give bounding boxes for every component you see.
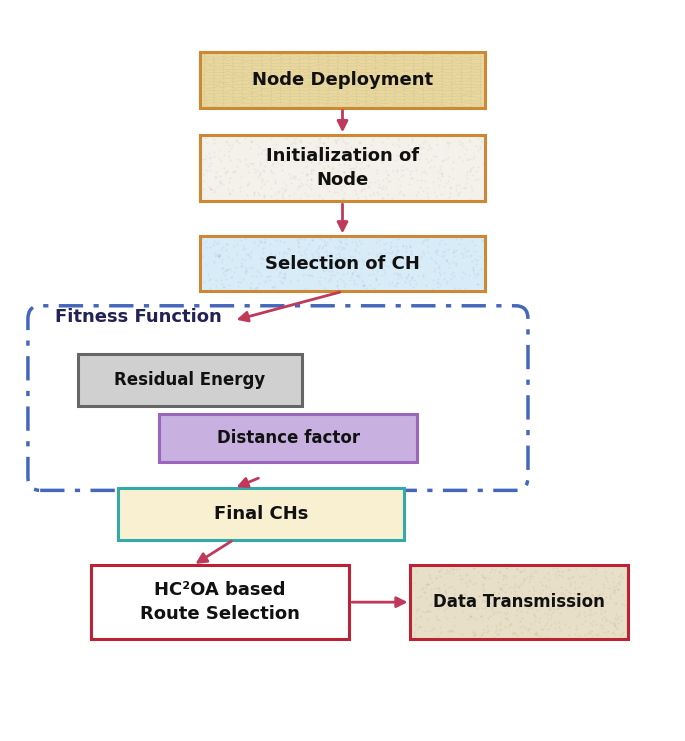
- Text: Distance factor: Distance factor: [216, 429, 360, 447]
- Polygon shape: [200, 236, 485, 291]
- FancyBboxPatch shape: [159, 414, 417, 462]
- Text: Final CHs: Final CHs: [214, 505, 308, 523]
- Text: Initialization of
Node: Initialization of Node: [266, 147, 419, 189]
- FancyBboxPatch shape: [91, 565, 349, 639]
- Polygon shape: [200, 135, 485, 202]
- Text: Node Deployment: Node Deployment: [252, 71, 433, 89]
- Text: Selection of CH: Selection of CH: [265, 255, 420, 273]
- Text: Fitness Function: Fitness Function: [55, 308, 222, 326]
- Text: Data Transmission: Data Transmission: [433, 593, 605, 611]
- FancyBboxPatch shape: [119, 488, 403, 539]
- FancyBboxPatch shape: [77, 354, 301, 406]
- Text: HC²OA based
Route Selection: HC²OA based Route Selection: [140, 582, 300, 623]
- Polygon shape: [410, 565, 628, 639]
- Polygon shape: [200, 53, 485, 107]
- Text: Residual Energy: Residual Energy: [114, 371, 265, 389]
